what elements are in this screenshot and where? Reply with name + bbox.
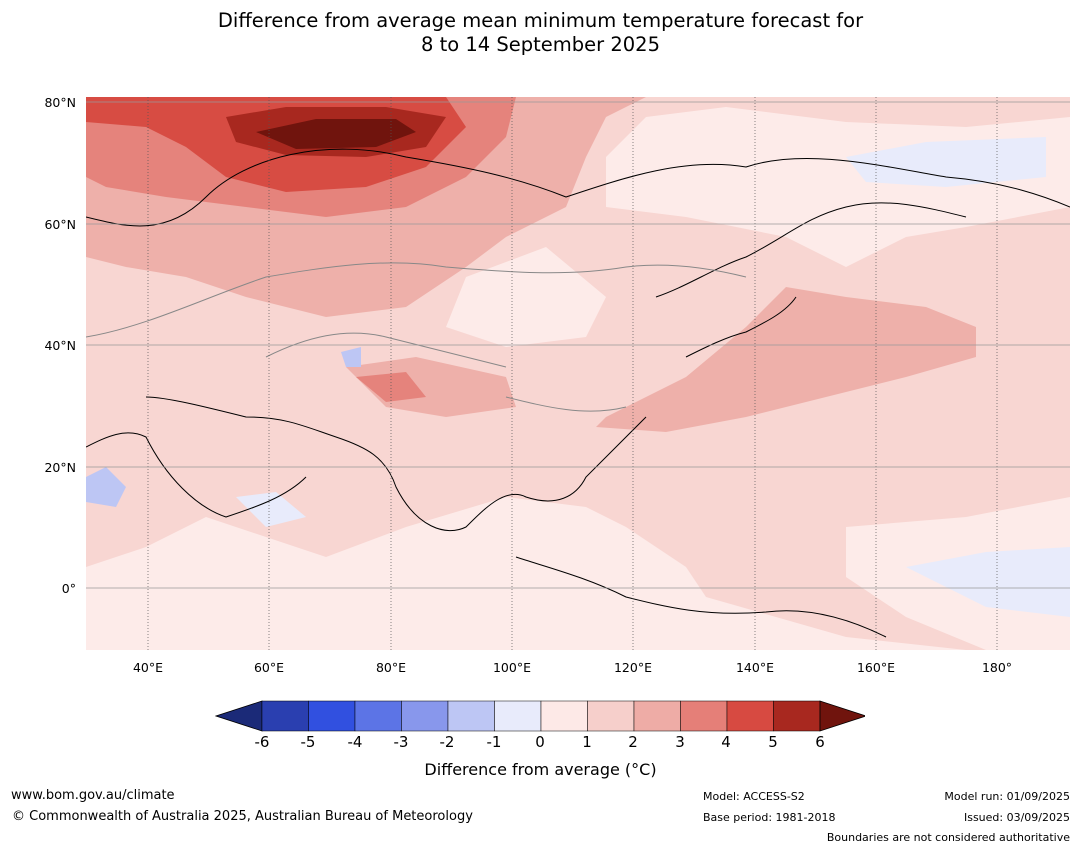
footer-model: Model: ACCESS-S2: [703, 790, 805, 803]
map-svg: [86, 97, 1070, 650]
lat-label-80n: 80°N: [44, 95, 76, 110]
footer-model-run: Model run: 01/09/2025: [944, 790, 1070, 803]
anomaly-zone-2-3-japan: [596, 287, 976, 432]
anomaly-zone-cool-africa: [86, 467, 126, 507]
title-line-2: 8 to 14 September 2025: [421, 33, 660, 56]
colorbar-tick: 2: [628, 733, 638, 751]
map-title: Difference from average mean minimum tem…: [0, 9, 1081, 57]
colorbar-tick: 1: [582, 733, 592, 751]
footer-base-period: Base period: 1981-2018: [703, 811, 836, 824]
anomaly-zone-2-3-tibet: [346, 357, 516, 417]
anomaly-zone-0-1-china: [446, 247, 606, 347]
colorbar: [215, 700, 865, 732]
colorbar-tick: -2: [439, 733, 455, 751]
lon-label-140e: 140°E: [735, 660, 774, 675]
colorbar-tick: -5: [300, 733, 316, 751]
colorbar-swatch: [773, 700, 821, 732]
lon-label-120e: 120°E: [613, 660, 652, 675]
footer-boundaries-note: Boundaries are not considered authoritat…: [826, 831, 1070, 844]
colorbar-tick: 6: [815, 733, 825, 751]
temperature-anomaly-map: [86, 97, 1070, 650]
colorbar-tick: -1: [486, 733, 502, 751]
lat-label-20n: 20°N: [44, 460, 76, 475]
colorbar-swatch: [587, 700, 635, 732]
anomaly-zone-over-6: [256, 119, 416, 149]
colorbar-swatch: [447, 700, 495, 732]
longitude-gridlines: [147, 97, 998, 650]
footer-issued: Issued: 03/09/2025: [963, 811, 1070, 824]
lon-label-160e: 160°E: [856, 660, 895, 675]
colorbar-tick: 5: [768, 733, 778, 751]
colorbar-swatch: [494, 700, 542, 732]
footer-copyright: © Commonwealth of Australia 2025, Austra…: [12, 809, 473, 824]
anomaly-zone-cool-himalaya: [341, 347, 361, 367]
colorbar-swatch: [726, 700, 774, 732]
lat-label-0: 0°: [61, 581, 76, 596]
lon-label-180: 180°: [981, 660, 1013, 675]
latitude-gridlines: [86, 101, 1070, 589]
lat-label-60n: 60°N: [44, 217, 76, 232]
anomaly-zone-cool-pacific: [906, 547, 1070, 617]
colorbar-tick: -6: [254, 733, 270, 751]
colorbar-swatch: [354, 700, 402, 732]
lat-label-40n: 40°N: [44, 338, 76, 353]
colorbar-tick: 0: [535, 733, 545, 751]
colorbar-tick: -3: [393, 733, 409, 751]
colorbar-tick: 4: [721, 733, 731, 751]
colorbar-tick: 3: [675, 733, 685, 751]
title-line-1: Difference from average mean minimum tem…: [217, 9, 864, 32]
lon-label-60e: 60°E: [253, 660, 285, 675]
anomaly-zone-cool-arabian-sea: [236, 492, 306, 527]
colorbar-swatch: [261, 700, 309, 732]
anomaly-zone-3-4-tibet: [356, 372, 426, 402]
lon-label-80e: 80°E: [375, 660, 407, 675]
colorbar-swatch: [633, 700, 681, 732]
colorbar-extend-low: [215, 700, 263, 732]
anomaly-zone-cool-arctic: [846, 137, 1046, 187]
anomaly-zone-0-1-tropics: [86, 557, 646, 650]
coastlines: [86, 148, 1070, 638]
lon-label-100e: 100°E: [492, 660, 531, 675]
colorbar-label: Difference from average (°C): [424, 760, 657, 779]
colorbar-swatch: [540, 700, 588, 732]
colorbar-tick: -4: [347, 733, 363, 751]
lon-label-40e: 40°E: [132, 660, 164, 675]
country-borders: [86, 262, 747, 412]
footer-website: www.bom.gov.au/climate: [11, 788, 175, 803]
colorbar-extend-high: [819, 700, 865, 732]
colorbar-swatch: [680, 700, 728, 732]
colorbar-swatch: [401, 700, 449, 732]
colorbar-swatch: [308, 700, 356, 732]
